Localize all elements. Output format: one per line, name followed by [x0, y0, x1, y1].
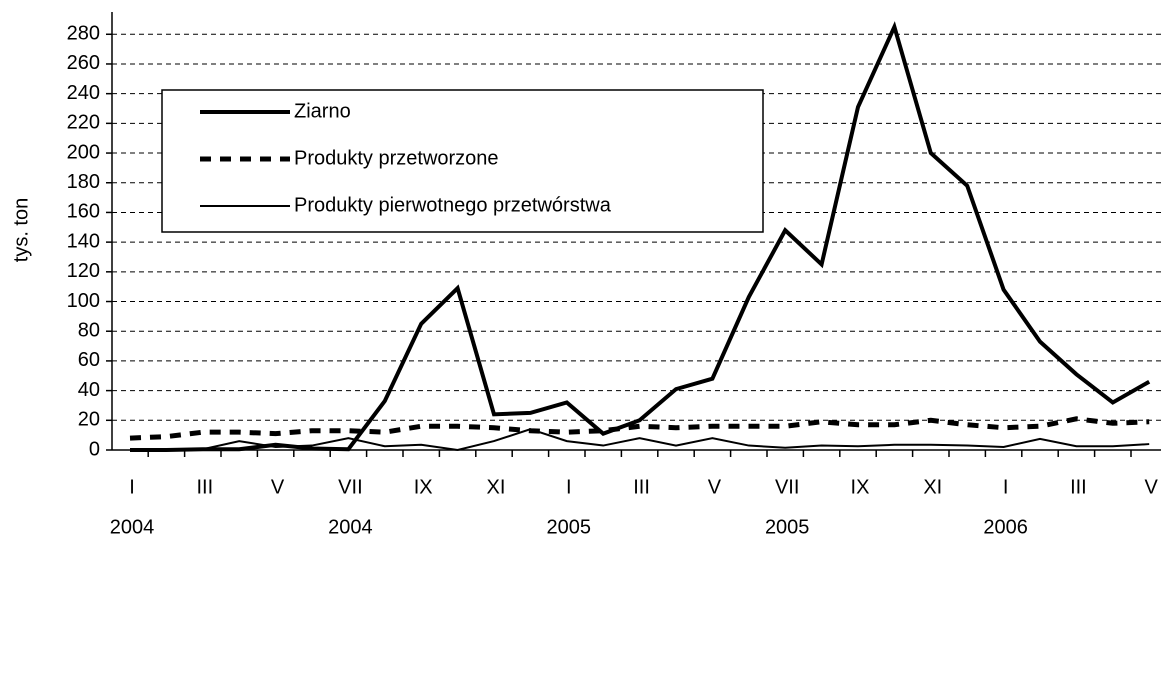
- y-tick-label: 20: [78, 409, 100, 431]
- y-tick-label: 40: [78, 379, 100, 401]
- x-tick-label: III: [633, 476, 650, 498]
- series-line: [130, 428, 1150, 452]
- x-tick-label: IX: [851, 476, 870, 498]
- x-year-label: 2004: [328, 516, 373, 538]
- legend-label: Ziarno: [294, 100, 351, 122]
- y-tick-label: 0: [89, 438, 100, 460]
- x-tick-label: III: [1070, 476, 1087, 498]
- x-tick-label: IX: [414, 476, 433, 498]
- x-year-label: 2006: [983, 516, 1028, 538]
- x-tick-label: XI: [487, 476, 506, 498]
- y-tick-label: 280: [67, 23, 100, 45]
- y-tick-label: 240: [67, 82, 100, 104]
- x-tick-label: I: [129, 476, 135, 498]
- x-tick-label: V: [271, 476, 285, 498]
- x-tick-label: XI: [923, 476, 942, 498]
- legend-label: Produkty przetworzone: [294, 147, 499, 169]
- x-year-label: 2005: [765, 516, 810, 538]
- x-tick-label: VII: [338, 476, 362, 498]
- y-tick-label: 260: [67, 52, 100, 74]
- series-line: [130, 21, 1151, 452]
- x-tick-label: V: [708, 476, 722, 498]
- x-year-label: 2005: [547, 516, 592, 538]
- x-tick-label: III: [196, 476, 213, 498]
- y-tick-label: 160: [67, 201, 100, 223]
- x-tick-label: VII: [775, 476, 799, 498]
- y-tick-label: 180: [67, 171, 100, 193]
- y-tick-label: 100: [67, 290, 100, 312]
- y-tick-label: 60: [78, 349, 100, 371]
- x-year-label: 2004: [110, 516, 155, 538]
- y-tick-label: 80: [78, 320, 100, 342]
- y-tick-label: 220: [67, 112, 100, 134]
- x-tick-label: I: [566, 476, 572, 498]
- y-tick-label: 140: [67, 230, 100, 252]
- y-tick-label: 200: [67, 141, 100, 163]
- y-axis-label: tys. ton: [10, 198, 32, 262]
- legend-label: Produkty pierwotnego przetwórstwa: [294, 194, 612, 216]
- x-tick-label: V: [1145, 476, 1159, 498]
- x-tick-label: I: [1003, 476, 1009, 498]
- series-line: [129, 416, 1150, 441]
- y-tick-label: 120: [67, 260, 100, 282]
